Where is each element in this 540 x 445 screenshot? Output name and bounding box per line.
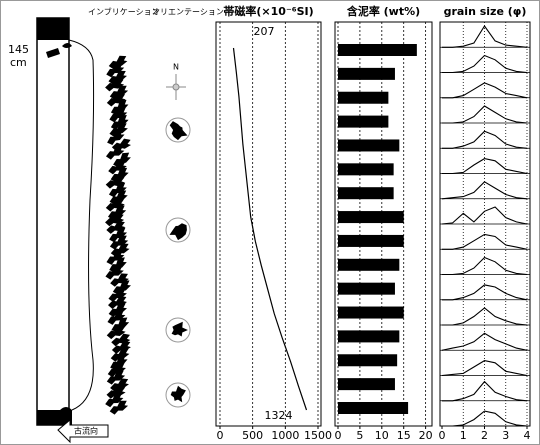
bar (338, 354, 397, 366)
bar (338, 283, 395, 295)
bar (338, 92, 388, 104)
depth-label: 145 (8, 43, 29, 56)
x-tick-label: 0 (217, 429, 224, 442)
bar (338, 330, 399, 342)
bar (338, 139, 399, 151)
x-tick-label: 3 (502, 429, 509, 442)
bar (338, 402, 408, 414)
bar (338, 378, 395, 390)
bar (338, 211, 404, 223)
bar (338, 235, 404, 247)
x-tick-label: 500 (242, 429, 263, 442)
x-tick-label: 15 (397, 429, 411, 442)
frame (1, 1, 540, 445)
depth-unit: cm (10, 56, 27, 69)
x-tick-label: 10 (375, 429, 389, 442)
x-tick-label: 1000 (271, 429, 299, 442)
bar (338, 187, 394, 199)
x-tick-label: 1 (460, 429, 467, 442)
panel-title: 帯磁率(×10⁻⁶SI) (223, 4, 313, 18)
x-tick-label: 4 (524, 429, 531, 442)
panel-title: 含泥率 (wt%) (346, 4, 420, 18)
flow-label: 古流向 (74, 426, 98, 436)
bar (338, 307, 404, 319)
imbrication-header: インブリケーション (88, 7, 160, 17)
value-label: 207 (254, 25, 275, 38)
bar (338, 163, 394, 175)
x-tick-label: 0 (439, 429, 446, 442)
bar (338, 68, 395, 80)
bar (338, 259, 399, 271)
core-top (37, 18, 69, 40)
panel-title: grain size (φ) (444, 5, 527, 18)
bar (338, 44, 417, 56)
x-tick-label: 1500 (304, 429, 332, 442)
x-tick-label: 0 (335, 429, 342, 442)
x-tick-label: 2 (481, 429, 488, 442)
value-label: 1324 (265, 409, 293, 422)
bar (338, 116, 388, 128)
north-label: N (173, 63, 179, 72)
x-tick-label: 20 (419, 429, 433, 442)
core (37, 18, 69, 425)
figure: 145 cm 古流向 インブリケーション オリエンテーション N 帯磁率(×10… (0, 0, 540, 445)
x-tick-label: 5 (356, 429, 363, 442)
orientation-header: オリエンテーション (152, 8, 224, 17)
